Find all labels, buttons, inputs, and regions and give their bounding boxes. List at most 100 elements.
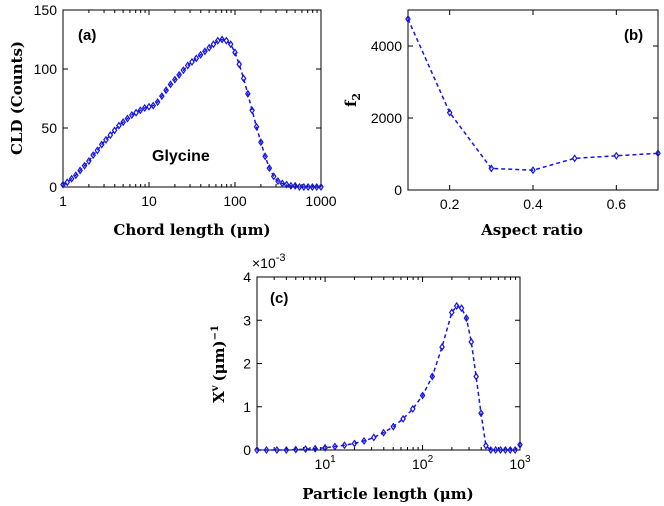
data-point [361, 436, 367, 445]
data-point [68, 174, 75, 183]
data-point [332, 442, 338, 451]
data-point [517, 440, 523, 449]
panel-b-ticks: 0.2 0.4 0.6 0 2000 4000 [371, 10, 658, 212]
data-point [107, 131, 114, 140]
data-point [288, 181, 294, 190]
data-point [300, 182, 307, 192]
x-tick-label-exp: 2 [428, 454, 434, 465]
data-point [341, 441, 348, 450]
panel-b: 0.2 0.4 0.6 0 2000 4000 (b) Aspect ratio f2 [342, 9, 661, 239]
panel-a-ticks: 1 10 100 1000 0 50 100 150 [34, 2, 337, 209]
data-point [146, 102, 152, 111]
data-point [312, 444, 318, 453]
panel-b-ylabel: f2 [342, 93, 363, 107]
data-point [141, 103, 148, 112]
panel-a-xlabel: Chord length (μm) [113, 221, 270, 239]
data-point [478, 409, 484, 418]
data-point [137, 106, 144, 115]
data-point [463, 314, 470, 323]
panel-c-multiplier-exp: -3 [276, 252, 286, 264]
data-point [283, 445, 290, 455]
data-point [189, 57, 195, 66]
panel-c-tag: (c) [270, 290, 288, 307]
data-point [492, 445, 499, 455]
data-point [98, 140, 105, 149]
data-point [262, 152, 268, 161]
data-point [453, 301, 460, 311]
panel-c-frame [256, 276, 521, 451]
panel-b-tag: (b) [624, 27, 643, 44]
data-point [429, 372, 436, 381]
data-point [197, 50, 204, 59]
y-tick-label: 4000 [371, 38, 402, 54]
data-point [81, 161, 88, 170]
data-point [111, 126, 118, 135]
data-point [73, 171, 79, 180]
data-point [266, 164, 273, 173]
data-point [128, 110, 135, 120]
data-point [483, 441, 489, 450]
y-tick-label: 2000 [371, 110, 402, 126]
x-tick-label: 101 [315, 454, 337, 472]
data-point [439, 343, 445, 352]
data-point [249, 106, 255, 115]
data-point [236, 60, 243, 69]
data-point [530, 166, 536, 175]
x-tick-label: 100 [223, 193, 247, 209]
data-point [487, 445, 494, 455]
data-point [223, 36, 230, 45]
x-tick-label: 1 [59, 193, 67, 209]
data-point [180, 66, 187, 75]
panel-c-multiplier: ×10-3 [252, 252, 286, 271]
panel-c-ylabel-main: X [210, 391, 228, 403]
data-point [405, 14, 411, 24]
x-tick-label: 103 [509, 454, 531, 472]
panel-a-frame [62, 9, 322, 188]
x-tick-label-base: 10 [412, 456, 428, 472]
data-point [124, 114, 131, 123]
data-point [318, 182, 324, 192]
x-tick-label: 1000 [305, 193, 336, 209]
data-point [613, 151, 620, 160]
x-tick-label-base: 10 [509, 456, 525, 472]
x-tick-label: 10 [141, 193, 157, 209]
data-point [507, 445, 514, 455]
data-point [419, 391, 426, 400]
data-point [292, 445, 299, 454]
panel-c-multiplier-base: ×10 [252, 255, 276, 271]
data-point [94, 146, 101, 155]
panel-b-series [405, 14, 661, 175]
x-tick-label-exp: 3 [525, 454, 531, 465]
data-point [497, 445, 504, 455]
data-point [446, 108, 453, 117]
panel-a-tag: (a) [78, 27, 96, 44]
series-line [407, 18, 659, 171]
data-point [154, 97, 161, 107]
data-point [219, 35, 225, 44]
data-point [263, 445, 270, 455]
data-point [458, 304, 465, 313]
panel-c-ylabel: Xv (μm)−1 [210, 325, 228, 403]
y-tick-label: 50 [41, 120, 57, 136]
data-point [60, 180, 66, 189]
data-point [313, 182, 320, 192]
data-point [448, 308, 455, 317]
y-tick-label: 4 [243, 269, 251, 285]
panel-a: 1 10 100 1000 0 50 100 150 (a) Glycine Chord le… [8, 2, 337, 239]
data-point [103, 135, 109, 144]
panel-a-series [60, 35, 324, 192]
x-tick-label: 0.6 [607, 196, 627, 212]
data-point [214, 36, 221, 45]
data-point [502, 445, 509, 455]
data-point [120, 118, 127, 127]
x-tick-label: 0.4 [523, 196, 543, 212]
data-point [571, 154, 578, 163]
data-point [275, 177, 281, 186]
data-point [409, 404, 416, 413]
panel-c-ylabel-sup: v [210, 384, 221, 392]
panel-a-annotation: Glycine [152, 148, 210, 165]
data-point [193, 54, 200, 63]
data-point [655, 149, 661, 158]
